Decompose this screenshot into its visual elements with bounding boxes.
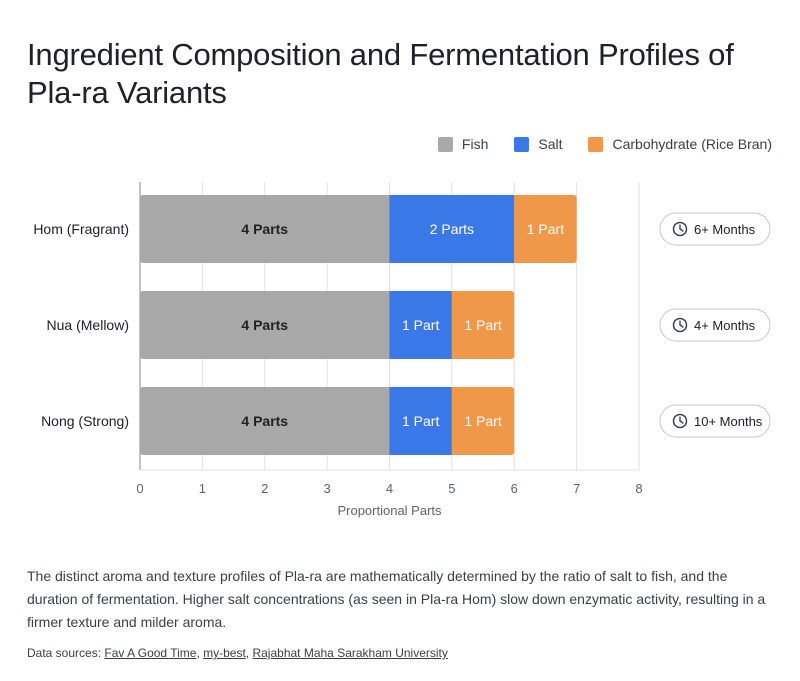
sources-label: Data sources: bbox=[27, 646, 102, 660]
x-tick-label: 7 bbox=[573, 481, 580, 496]
x-tick-label: 1 bbox=[199, 481, 206, 496]
clock-icon bbox=[672, 221, 688, 237]
data-sources: Data sources: Fav A Good Time, my-best, … bbox=[27, 646, 448, 660]
data-label: 4 Parts bbox=[241, 413, 288, 429]
clock-hands bbox=[679, 320, 684, 328]
clock-face bbox=[672, 221, 688, 237]
stacked-bar-chart: 0 1 2 3 4 5 6 7 8 Proportional Parts Hom (Fragrant… bbox=[33, 182, 771, 518]
legend-item-2: Carbohydrate (Rice Bran) bbox=[588, 136, 772, 152]
bar-segment bbox=[140, 195, 390, 263]
bar-segment bbox=[389, 387, 452, 455]
duration-label: 4+ Months bbox=[694, 318, 756, 333]
legend-label: Salt bbox=[538, 136, 563, 152]
bar-segment bbox=[389, 195, 515, 263]
category-label: Nua (Mellow) bbox=[47, 317, 129, 333]
x-tick-label: 4 bbox=[386, 481, 393, 496]
legend: Fish Salt Carbohydrate (Rice Bran) bbox=[437, 136, 772, 152]
duration-label: 10+ Months bbox=[694, 414, 763, 429]
x-tick-label: 3 bbox=[324, 481, 331, 496]
clock-face bbox=[672, 413, 688, 429]
duration-label: 6+ Months bbox=[694, 222, 756, 237]
bar-segment bbox=[451, 291, 515, 359]
x-tick-label: 2 bbox=[261, 481, 268, 496]
source-link-my-best[interactable]: my-best bbox=[203, 646, 246, 660]
clock-hands bbox=[679, 224, 684, 232]
clock-icon bbox=[672, 413, 688, 429]
clock-icon bbox=[672, 317, 688, 333]
legend-item-1: Salt bbox=[514, 136, 562, 152]
data-label: 4 Parts bbox=[241, 221, 288, 237]
x-tick-label: 6 bbox=[511, 481, 518, 496]
duration-pill bbox=[659, 308, 771, 342]
data-label: 1 Part bbox=[464, 317, 501, 333]
data-label: 2 Parts bbox=[430, 221, 474, 237]
data-label: 1 Part bbox=[402, 413, 439, 429]
x-axis-title: Proportional Parts bbox=[337, 503, 442, 518]
bar-segment bbox=[451, 387, 515, 455]
legend-swatch bbox=[588, 136, 604, 152]
bar-segment bbox=[514, 195, 577, 263]
chart-description: The distinct aroma and texture profiles … bbox=[27, 568, 766, 630]
duration-pill bbox=[659, 212, 771, 246]
data-label: 4 Parts bbox=[241, 317, 288, 333]
data-label: 1 Part bbox=[527, 221, 564, 237]
category-label: Nong (Strong) bbox=[41, 413, 129, 429]
legend-item-0: Fish bbox=[437, 136, 489, 152]
bar-segment bbox=[389, 291, 452, 359]
category-label: Hom (Fragrant) bbox=[33, 221, 129, 237]
x-tick-label: 0 bbox=[136, 481, 143, 496]
legend-swatch bbox=[514, 136, 530, 152]
bar-segment bbox=[140, 387, 390, 455]
source-link-fav-a-good-time[interactable]: Fav A Good Time bbox=[104, 646, 197, 660]
data-label: 1 Part bbox=[402, 317, 439, 333]
chart-title: Ingredient Composition and Fermentation … bbox=[27, 37, 734, 110]
bar-segment bbox=[140, 291, 390, 359]
source-link-rajabhat[interactable]: Rajabhat Maha Sarakham University bbox=[252, 646, 448, 660]
data-label: 1 Part bbox=[464, 413, 501, 429]
legend-label: Carbohydrate (Rice Bran) bbox=[612, 136, 772, 152]
clock-hands bbox=[679, 416, 684, 424]
x-tick-label: 5 bbox=[448, 481, 455, 496]
duration-pill bbox=[659, 404, 771, 438]
x-tick-label: 8 bbox=[635, 481, 642, 496]
legend-swatch bbox=[437, 136, 453, 152]
legend-label: Fish bbox=[461, 136, 489, 152]
clock-face bbox=[672, 317, 688, 333]
